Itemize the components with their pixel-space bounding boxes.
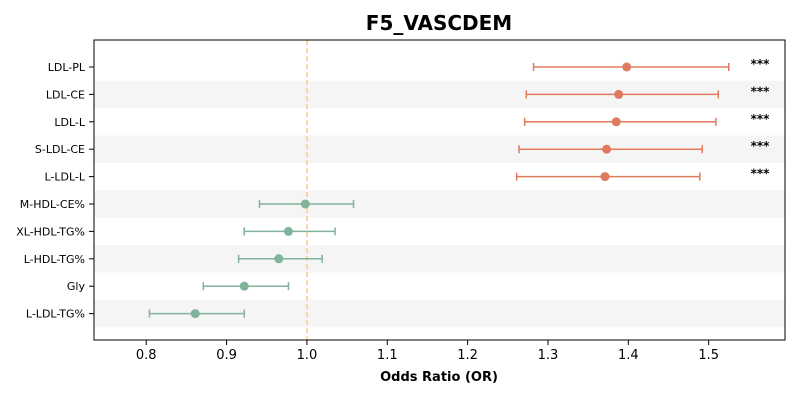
significance-label: *** — [751, 57, 771, 71]
or-point — [600, 172, 610, 182]
y-tick-label: LDL-L — [54, 116, 86, 129]
or-point — [239, 281, 249, 291]
x-tick-label: 1.1 — [377, 348, 398, 363]
or-point — [622, 62, 632, 72]
x-tick-label: 0.8 — [136, 348, 157, 363]
data-marks: *** *** *** *** *** — [148, 57, 771, 319]
or-point — [190, 309, 200, 319]
x-tick-label: 0.9 — [216, 348, 237, 363]
or-point — [602, 144, 612, 154]
x-tick-label: 1.0 — [297, 348, 318, 363]
y-tick-label: XL-HDL-TG% — [16, 225, 85, 238]
significance-label: *** — [751, 84, 771, 98]
or-point — [614, 89, 624, 99]
y-tick-label: L-LDL-L — [44, 171, 85, 184]
x-tick-label: 1.2 — [457, 348, 478, 363]
y-tick-label: L-HDL-TG% — [24, 253, 85, 266]
y-axis: LDL-PL LDL-CE LDL-L S-LDL-CE L-LDL-L M-HDL-CE… — [16, 61, 94, 321]
or-point — [274, 254, 284, 264]
x-axis-label: Odds Ratio (OR) — [380, 370, 498, 385]
row-band — [94, 190, 785, 218]
x-tick-label: 1.5 — [698, 348, 719, 363]
y-tick-label: L-LDL-TG% — [26, 308, 85, 321]
x-axis: 0.8 0.9 1.0 1.1 1.2 1.3 1.4 1.5 — [136, 340, 719, 363]
significance-label: *** — [751, 139, 771, 153]
chart-title: F5_VASCDEM — [366, 11, 512, 35]
row-bands — [94, 80, 785, 328]
row-band — [94, 245, 785, 273]
or-point — [611, 117, 621, 127]
y-tick-label: Gly — [67, 280, 86, 293]
x-tick-label: 1.3 — [538, 348, 559, 363]
y-tick-label: LDL-CE — [46, 88, 85, 101]
significance-label: *** — [751, 112, 771, 126]
y-tick-label: S-LDL-CE — [35, 143, 85, 156]
significance-label: *** — [751, 167, 771, 181]
y-tick-label: M-HDL-CE% — [20, 198, 85, 211]
x-tick-label: 1.4 — [618, 348, 639, 363]
y-tick-label: LDL-PL — [48, 61, 86, 74]
plot-frame — [93, 39, 786, 341]
or-point — [300, 199, 310, 209]
or-point — [283, 226, 293, 236]
